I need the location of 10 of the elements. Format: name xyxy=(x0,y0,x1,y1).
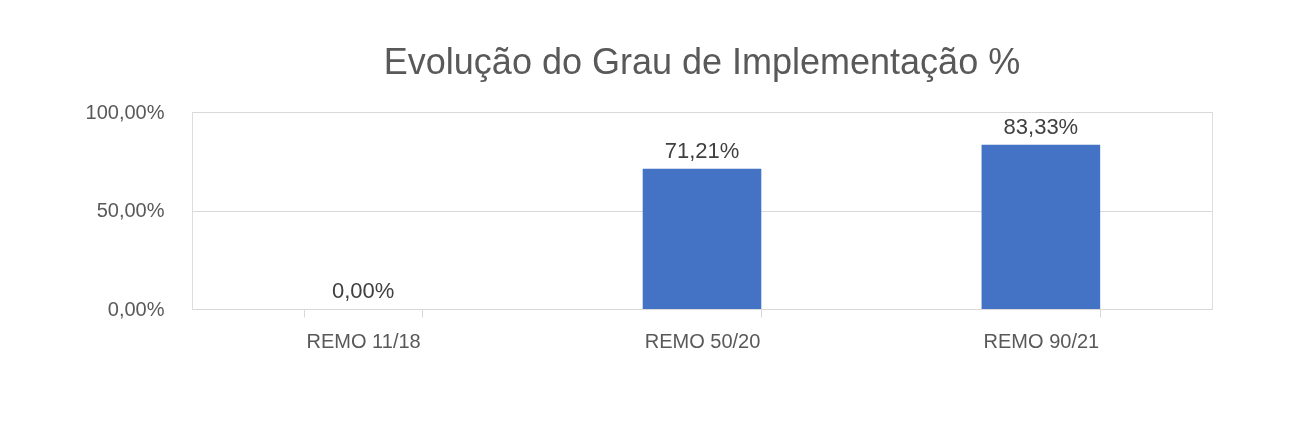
y-tick-label: 100,00% xyxy=(85,100,165,123)
x-tick-label: REMO 90/21 xyxy=(983,329,1100,352)
data-label: 83,33% xyxy=(1003,113,1079,139)
y-tick-label: 0,00% xyxy=(107,297,165,320)
x-tick-label: REMO 50/20 xyxy=(644,329,761,352)
y-tick-label: 50,00% xyxy=(96,199,165,221)
data-label: 71,21% xyxy=(664,137,740,163)
data-label: 0,00% xyxy=(331,278,395,303)
x-tick-label: REMO 11/18 xyxy=(306,329,421,352)
chart-title: Evolução do Grau de Implementação % xyxy=(383,41,1021,82)
